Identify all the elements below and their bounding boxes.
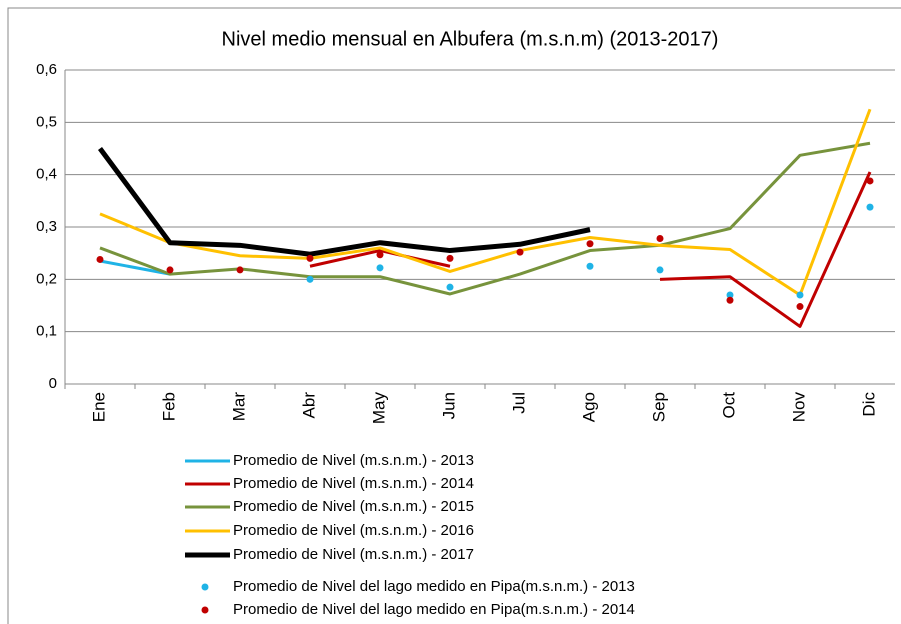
y-tick-label: 0,3: [36, 218, 57, 235]
x-tick-label: May: [369, 392, 388, 425]
data-point: [656, 235, 664, 243]
y-tick-label: 0,6: [36, 61, 57, 78]
series-line: [309, 171, 872, 328]
series-line: [99, 141, 871, 296]
data-point: [586, 262, 594, 270]
legend-marker: [201, 606, 209, 614]
data-point: [376, 264, 384, 272]
series-line: [99, 259, 171, 276]
x-tick-label: Jun: [439, 392, 458, 419]
x-tick-label: Abr: [299, 392, 318, 419]
series-line: [99, 108, 872, 297]
chart-title: Nivel medio mensual en Albufera (m.s.n.m…: [222, 28, 719, 50]
x-tick-label: Dic: [859, 392, 878, 417]
x-tick-label: Oct: [719, 392, 738, 419]
data-point: [656, 266, 664, 274]
data-point: [866, 203, 874, 211]
data-point: [796, 291, 804, 299]
x-tick-label: Ene: [89, 392, 108, 422]
legend-label: Promedio de Nivel del lago medido en Pip…: [233, 578, 635, 595]
data-point: [516, 248, 524, 256]
x-tick-label: Feb: [159, 392, 178, 421]
legend-label: Promedio de Nivel (m.s.n.m.) - 2017: [233, 546, 474, 563]
data-point: [306, 254, 314, 262]
data-point: [166, 266, 174, 274]
x-tick-label: Jul: [509, 392, 528, 414]
data-point: [306, 275, 314, 283]
x-tick-label: Sep: [649, 392, 668, 422]
data-point: [96, 255, 104, 263]
data-point: [796, 303, 804, 311]
data-point: [446, 283, 454, 291]
data-point: [726, 291, 734, 299]
y-tick-label: 0,4: [36, 166, 57, 183]
data-point: [236, 266, 244, 274]
y-tick-label: 0,2: [36, 270, 57, 287]
legend-label: Promedio de Nivel del lago medido en Pip…: [233, 601, 635, 618]
y-tick-label: 0,1: [36, 323, 57, 340]
data-point: [726, 296, 734, 304]
legend-label: Promedio de Nivel (m.s.n.m.) - 2015: [233, 498, 474, 515]
legend-label: Promedio de Nivel (m.s.n.m.) - 2013: [233, 452, 474, 469]
data-point: [376, 251, 384, 259]
data-point: [866, 177, 874, 185]
chart-frame: [7, 7, 901, 624]
y-tick-label: 0: [49, 375, 57, 392]
legend-marker: [201, 583, 209, 591]
legend-label: Promedio de Nivel (m.s.n.m.) - 2016: [233, 522, 474, 539]
x-tick-label: Nov: [789, 392, 808, 423]
data-point: [586, 240, 594, 248]
legend-label: Promedio de Nivel (m.s.n.m.) - 2014: [233, 475, 474, 492]
x-tick-label: Ago: [579, 392, 598, 422]
series-line: [97, 147, 591, 257]
data-point: [446, 254, 454, 262]
x-tick-label: Mar: [229, 392, 248, 422]
y-tick-label: 0,5: [36, 113, 57, 130]
